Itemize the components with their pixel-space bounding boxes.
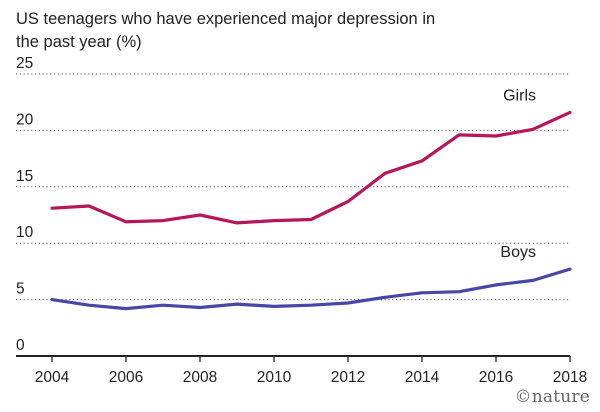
series-labels: Girls Boys [500, 87, 536, 261]
y-tick-label: 0 [16, 337, 25, 354]
y-tick-label: 20 [16, 111, 34, 128]
series-label-boys: Boys [500, 244, 536, 261]
series-line-boys [50, 267, 572, 311]
y-tick-label: 5 [16, 281, 25, 298]
series-label-girls: Girls [503, 87, 536, 104]
y-tick-label: 25 [16, 55, 33, 72]
x-tick-labels: 2004 2006 2008 2010 2012 2014 2016 2018 [35, 356, 587, 386]
x-tick-label: 2004 [35, 369, 70, 386]
x-tick-label: 2016 [479, 369, 513, 386]
x-tick-label: 2018 [553, 369, 587, 386]
series-line-girls [50, 110, 572, 225]
y-tick-label: 15 [16, 168, 33, 185]
nature-credit: ©nature [514, 387, 590, 407]
series-lines [50, 110, 572, 311]
x-tick-label: 2008 [183, 369, 217, 386]
chart-title: US teenagers who have experienced major … [16, 10, 436, 51]
x-tick-label: 2006 [109, 369, 143, 386]
x-tick-label: 2010 [257, 369, 292, 386]
grid-lines [16, 73, 570, 357]
x-tick-label: 2014 [405, 369, 440, 386]
y-tick-label: 10 [16, 224, 34, 241]
x-tick-label: 2012 [331, 369, 365, 386]
y-tick-labels: 0 5 10 15 20 25 [16, 55, 34, 354]
